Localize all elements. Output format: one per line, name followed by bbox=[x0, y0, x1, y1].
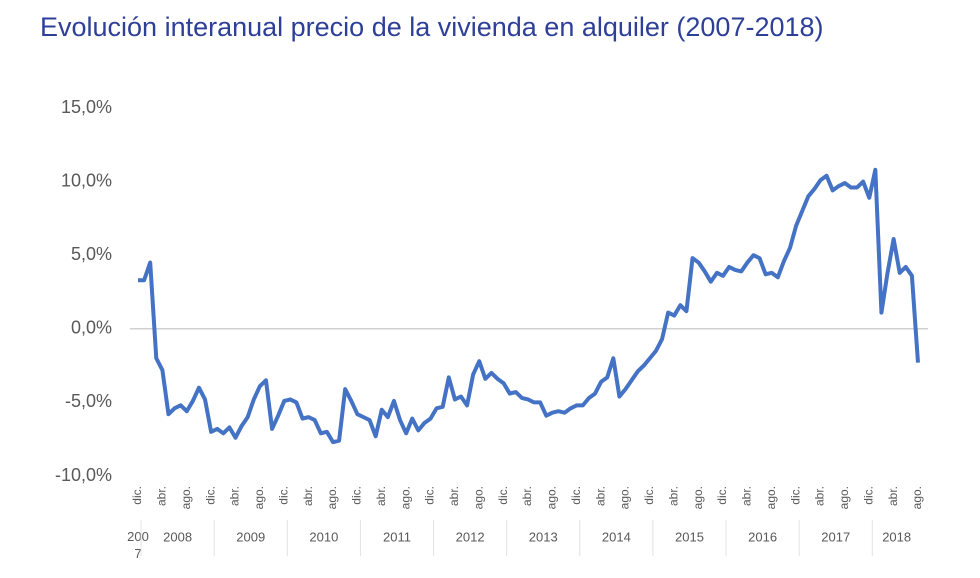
x-tick-label: abr. bbox=[813, 486, 827, 506]
x-tick-label: dic. bbox=[130, 486, 144, 505]
x-tick-label: ago. bbox=[471, 486, 485, 509]
year-label: 2017 bbox=[821, 529, 850, 544]
x-tick-label: ago. bbox=[325, 486, 339, 509]
year-label: 2008 bbox=[163, 529, 192, 544]
x-tick-label: abr. bbox=[301, 486, 315, 506]
x-tick-label: ago. bbox=[545, 486, 559, 509]
x-tick-label: ago. bbox=[764, 486, 778, 509]
x-tick-label: dic. bbox=[423, 486, 437, 505]
x-tick-label: ago. bbox=[910, 486, 924, 509]
x-tick-label: abr. bbox=[593, 486, 607, 506]
x-tick-label: dic. bbox=[569, 486, 583, 505]
x-tick-label: abr. bbox=[740, 486, 754, 506]
x-tick-label: dic. bbox=[496, 486, 510, 505]
x-tick-label: dic. bbox=[203, 486, 217, 505]
x-tick-label: abr. bbox=[374, 486, 388, 506]
x-tick-label: ago. bbox=[837, 486, 851, 509]
x-tick-label: abr. bbox=[520, 486, 534, 506]
x-tick-label: dic. bbox=[350, 486, 364, 505]
y-tick-label: 15,0% bbox=[61, 97, 112, 117]
y-tick-label: 5,0% bbox=[71, 244, 112, 264]
x-tick-label: abr. bbox=[447, 486, 461, 506]
x-tick-label: abr. bbox=[155, 486, 169, 506]
year-label: 2018 bbox=[882, 529, 911, 544]
x-tick-label: dic. bbox=[642, 486, 656, 505]
x-tick-label: dic. bbox=[276, 486, 290, 505]
y-tick-label: 0,0% bbox=[71, 318, 112, 338]
chart-title: Evolución interanual precio de la vivien… bbox=[40, 12, 824, 42]
x-tick-label: abr. bbox=[228, 486, 242, 506]
x-tick-label: dic. bbox=[788, 486, 802, 505]
x-tick-label: ago. bbox=[691, 486, 705, 509]
x-tick-label: ago. bbox=[618, 486, 632, 509]
year-label: 2010 bbox=[309, 529, 338, 544]
y-tick-label: -10,0% bbox=[55, 465, 112, 485]
x-tick-label: dic. bbox=[861, 486, 875, 505]
x-tick-label: ago. bbox=[179, 486, 193, 509]
year-label: 2014 bbox=[602, 529, 631, 544]
year-label: 2012 bbox=[456, 529, 485, 544]
y-tick-label: -5,0% bbox=[65, 391, 112, 411]
year-label: 2016 bbox=[748, 529, 777, 544]
x-tick-label: dic. bbox=[715, 486, 729, 505]
year-label: 200 7 bbox=[127, 529, 149, 561]
year-label: 2013 bbox=[529, 529, 558, 544]
year-label: 2009 bbox=[236, 529, 265, 544]
x-tick-label: abr. bbox=[886, 486, 900, 506]
x-tick-label: abr. bbox=[666, 486, 680, 506]
year-label: 2011 bbox=[383, 529, 411, 544]
y-tick-label: 10,0% bbox=[61, 170, 112, 190]
data-line bbox=[138, 167, 920, 445]
x-tick-label: ago. bbox=[252, 486, 266, 509]
x-tick-label: ago. bbox=[398, 486, 412, 509]
year-label: 2015 bbox=[675, 529, 704, 544]
